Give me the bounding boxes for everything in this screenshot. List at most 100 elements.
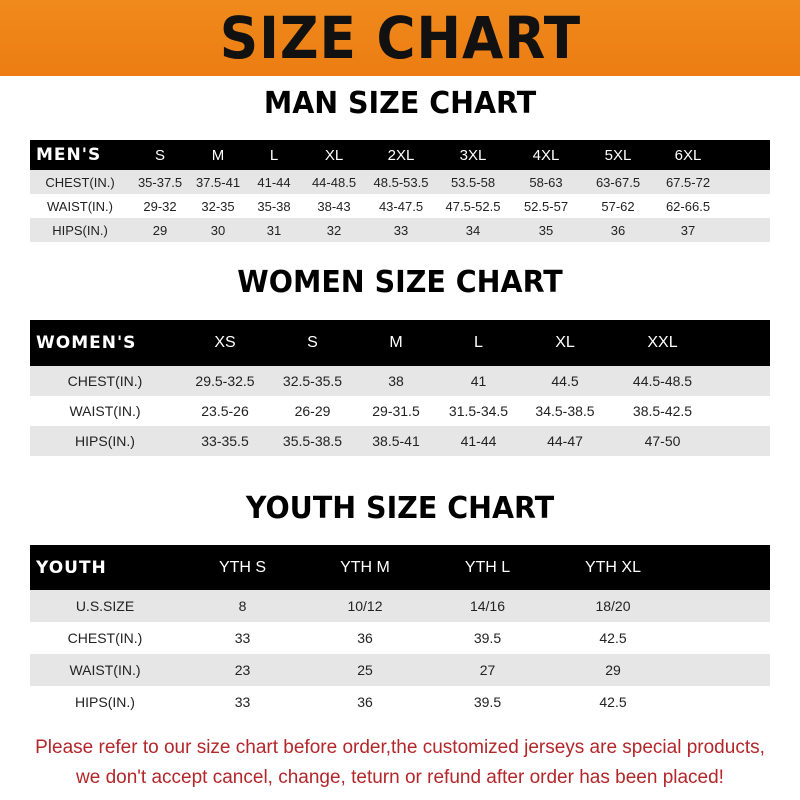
row-label: MEN'S bbox=[36, 145, 102, 165]
table-cell: 35.5-38.5 bbox=[282, 433, 343, 449]
table-cell: 52.5-57 bbox=[523, 198, 569, 214]
table-cell: 27 bbox=[479, 662, 496, 678]
table-cell: 25 bbox=[357, 662, 373, 678]
table-cell: S bbox=[307, 334, 318, 351]
table-cell: 35-37.5 bbox=[137, 174, 183, 190]
table-cell: S bbox=[154, 146, 165, 164]
table-cell: 18/20 bbox=[595, 598, 631, 614]
table-row: CHEST(IN.) 33 36 39.5 42.5 bbox=[30, 622, 770, 654]
table-cell: L bbox=[269, 146, 279, 164]
table-cell: 29-32 bbox=[143, 198, 177, 214]
table-cell: 33 bbox=[234, 630, 251, 646]
table-cell: 38.5-42.5 bbox=[632, 403, 693, 419]
table-cell: XL bbox=[555, 334, 575, 351]
table-cell: 67.5-72 bbox=[665, 174, 711, 190]
table-cell: 33-35.5 bbox=[201, 433, 249, 449]
row-label: WOMEN'S bbox=[36, 333, 137, 353]
table-cell: YTH S bbox=[218, 558, 267, 576]
table-cell: 30 bbox=[210, 222, 226, 238]
table-cell: 23.5-26 bbox=[201, 403, 249, 419]
table-cell: 29 bbox=[152, 222, 168, 238]
table-cell: 42.5 bbox=[599, 694, 627, 710]
table-cell: XL bbox=[324, 146, 344, 164]
row-label: WAIST(IN.) bbox=[69, 403, 141, 419]
table-cell: 41 bbox=[470, 373, 487, 389]
table-row: HIPS(IN.) 33-35.5 35.5-38.5 38.5-41 41-44 44-… bbox=[30, 426, 770, 456]
header-row: YOUTH YTH S YTH M YTH L YTH XL bbox=[30, 545, 770, 590]
table-cell: 36 bbox=[357, 630, 373, 646]
row-label: HIPS(IN.) bbox=[75, 694, 135, 710]
women-size-table: WOMEN'S XS S M L XL XXL CHEST(IN.) 29.5-32.5 32.5… bbox=[30, 320, 770, 456]
men-size-table: MEN'S S M L XL 2XL 3XL 4XL 5XL 6XL CHEST(IN.) 35-37… bbox=[30, 140, 770, 242]
table-cell: 31 bbox=[266, 222, 282, 238]
table-cell: 38 bbox=[388, 373, 404, 389]
table-cell: 47-50 bbox=[644, 433, 681, 449]
notice-line-2: we don't accept cancel, change, teturn o… bbox=[76, 767, 724, 788]
table-cell: 36 bbox=[357, 694, 373, 710]
table-cell: 36 bbox=[610, 222, 626, 238]
youth-section-title: YOUTH SIZE CHART bbox=[245, 491, 555, 526]
header-row: MEN'S S M L XL 2XL 3XL 4XL 5XL 6XL bbox=[30, 140, 770, 170]
table-cell: 42.5 bbox=[599, 630, 627, 646]
order-notice: Please refer to our size chart before or… bbox=[0, 733, 800, 793]
table-cell: 35-38 bbox=[257, 198, 291, 214]
table-cell: 53.5-58 bbox=[450, 174, 496, 190]
table-cell: 8 bbox=[238, 598, 247, 614]
table-cell: 48.5-53.5 bbox=[373, 174, 429, 190]
table-cell: 41-44 bbox=[460, 433, 497, 449]
banner-title: SIZE CHART bbox=[219, 4, 581, 72]
men-section-title: MAN SIZE CHART bbox=[263, 86, 537, 121]
row-label: HIPS(IN.) bbox=[75, 433, 135, 449]
row-label: WAIST(IN.) bbox=[69, 662, 141, 678]
table-cell: 5XL bbox=[604, 146, 632, 164]
row-label: CHEST(IN.) bbox=[67, 373, 143, 389]
table-cell: YTH M bbox=[340, 558, 390, 576]
table-cell: XXL bbox=[647, 334, 678, 351]
table-cell: 58-63 bbox=[529, 174, 563, 190]
table-cell: 33 bbox=[393, 222, 409, 238]
table-cell: 35 bbox=[538, 222, 554, 238]
table-cell: 38.5-41 bbox=[372, 433, 420, 449]
table-cell: 39.5 bbox=[473, 694, 502, 710]
table-cell: 44-47 bbox=[547, 433, 583, 449]
row-label: U.S.SIZE bbox=[75, 598, 135, 614]
youth-size-table: YOUTH YTH S YTH M YTH L YTH XL U.S.SIZE 8 10/12… bbox=[30, 545, 770, 718]
table-cell: XS bbox=[214, 334, 236, 351]
table-cell: M bbox=[389, 334, 403, 351]
table-cell: 31.5-34.5 bbox=[448, 403, 509, 419]
table-cell: 29 bbox=[605, 662, 621, 678]
table-row: HIPS(IN.) 33 36 39.5 42.5 bbox=[30, 686, 770, 718]
table-cell: 44-48.5 bbox=[311, 174, 357, 190]
table-cell: 34 bbox=[465, 222, 481, 238]
row-label: WAIST(IN.) bbox=[47, 198, 113, 214]
women-section-title: WOMEN SIZE CHART bbox=[237, 265, 563, 300]
table-cell: 62-66.5 bbox=[665, 198, 711, 214]
row-label: HIPS(IN.) bbox=[52, 222, 108, 238]
table-cell: 33 bbox=[234, 694, 251, 710]
table-cell: 32 bbox=[326, 222, 342, 238]
row-label: CHEST(IN.) bbox=[45, 174, 115, 190]
table-cell: 37.5-41 bbox=[195, 174, 241, 190]
table-cell: 47.5-52.5 bbox=[445, 198, 501, 214]
table-cell: 2XL bbox=[387, 146, 415, 164]
table-row: HIPS(IN.) 29 30 31 32 33 34 35 36 37 bbox=[30, 218, 770, 242]
table-cell: 3XL bbox=[459, 146, 487, 164]
banner: SIZE CHART bbox=[0, 0, 800, 76]
table-cell: 4XL bbox=[532, 146, 560, 164]
table-row: WAIST(IN.) 29-32 32-35 35-38 38-43 43-47.5 47.… bbox=[30, 194, 770, 218]
table-cell: 41-44 bbox=[257, 174, 291, 190]
table-cell: YTH L bbox=[464, 558, 511, 576]
table-row: CHEST(IN.) 35-37.5 37.5-41 41-44 44-48.5 48.5… bbox=[30, 170, 770, 194]
table-cell: 38-43 bbox=[317, 198, 351, 214]
table-cell: 43-47.5 bbox=[378, 198, 424, 214]
table-cell: 32-35 bbox=[201, 198, 235, 214]
notice-line-1: Please refer to our size chart before or… bbox=[35, 737, 765, 758]
table-row: U.S.SIZE 8 10/12 14/16 18/20 bbox=[30, 590, 770, 622]
table-cell: 29.5-32.5 bbox=[195, 373, 255, 389]
table-cell: 39.5 bbox=[473, 630, 502, 646]
table-cell: 10/12 bbox=[347, 598, 383, 614]
table-cell: 34.5-38.5 bbox=[535, 403, 595, 419]
table-cell: 37 bbox=[680, 222, 696, 238]
table-row: WAIST(IN.) 23 25 27 29 bbox=[30, 654, 770, 686]
table-row: CHEST(IN.) 29.5-32.5 32.5-35.5 38 41 44.5 44.5… bbox=[30, 366, 770, 396]
